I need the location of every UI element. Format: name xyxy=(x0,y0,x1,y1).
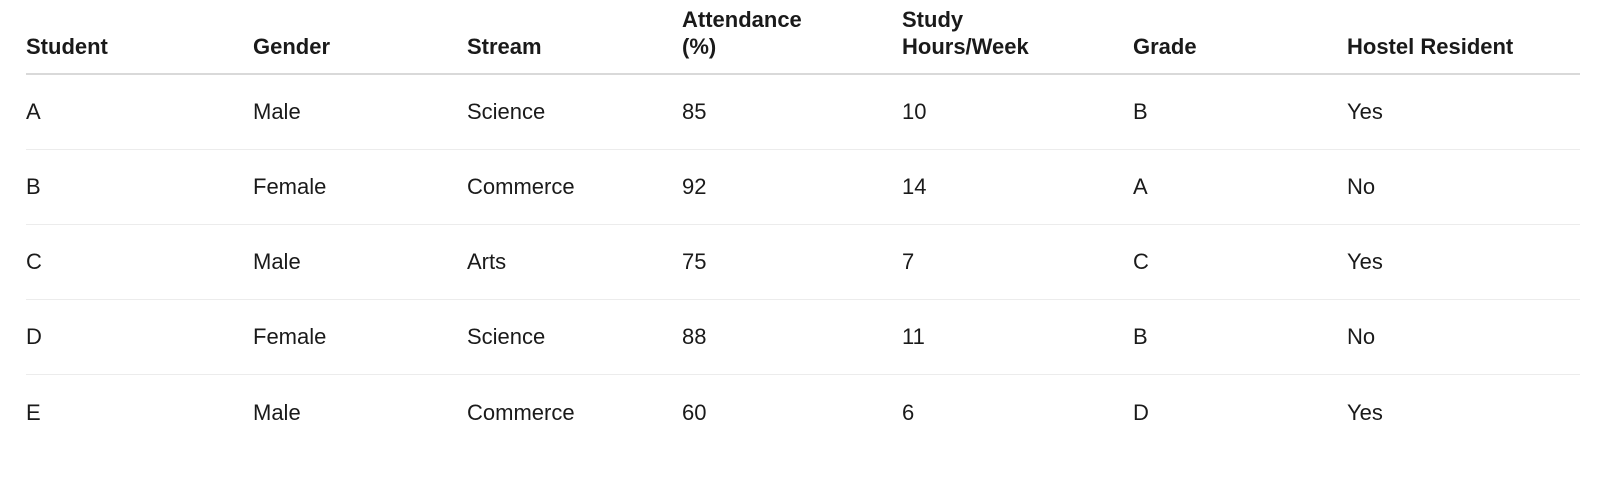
cell-stream: Science xyxy=(467,324,546,349)
cell-study-hours: 14 xyxy=(902,174,927,199)
table-row: A Male Science 85 10 B Yes xyxy=(26,75,1580,150)
cell-hostel-resident: Yes xyxy=(1347,99,1383,124)
cell-student: D xyxy=(26,324,42,349)
cell-attendance: 60 xyxy=(682,399,707,425)
header-stream: Stream xyxy=(467,34,542,59)
cell-student: B xyxy=(26,174,41,199)
cell-stream: Commerce xyxy=(467,174,575,199)
table-row: E Male Commerce 60 6 D Yes xyxy=(26,375,1580,450)
cell-gender: Female xyxy=(253,324,327,349)
table-header-row: Student Gender Stream Attendance (%) Stu… xyxy=(26,0,1580,75)
cell-grade: A xyxy=(1133,174,1148,199)
cell-study-hours: 7 xyxy=(902,249,915,274)
header-student: Student xyxy=(26,34,108,59)
table-row: B Female Commerce 92 14 A No xyxy=(26,150,1580,225)
cell-grade: B xyxy=(1133,99,1148,124)
header-gender: Gender xyxy=(253,34,331,59)
cell-attendance: 88 xyxy=(682,324,707,349)
cell-attendance: 75 xyxy=(682,249,707,274)
cell-attendance: 92 xyxy=(682,174,707,199)
header-study-hours: Study Hours/Week xyxy=(902,7,1029,59)
header-attendance: Attendance (%) xyxy=(682,7,802,59)
cell-grade: C xyxy=(1133,249,1149,274)
cell-student: E xyxy=(26,399,41,425)
cell-hostel-resident: Yes xyxy=(1347,399,1383,425)
cell-grade: B xyxy=(1133,324,1148,349)
table-row: C Male Arts 75 7 C Yes xyxy=(26,225,1580,300)
cell-gender: Female xyxy=(253,174,327,199)
cell-hostel-resident: No xyxy=(1347,324,1376,349)
cell-study-hours: 11 xyxy=(902,324,925,349)
cell-student: C xyxy=(26,249,42,274)
cell-hostel-resident: Yes xyxy=(1347,249,1383,274)
header-grade: Grade xyxy=(1133,34,1197,59)
cell-study-hours: 6 xyxy=(902,399,915,425)
cell-gender: Male xyxy=(253,249,301,274)
cell-student: A xyxy=(26,99,41,124)
cell-attendance: 85 xyxy=(682,99,707,124)
cell-stream: Commerce xyxy=(467,399,575,425)
cell-hostel-resident: No xyxy=(1347,174,1376,199)
table-row: D Female Science 88 11 B No xyxy=(26,300,1580,375)
cell-grade: D xyxy=(1133,399,1149,425)
header-hostel-resident: Hostel Resident xyxy=(1347,34,1514,59)
cell-gender: Male xyxy=(253,99,301,124)
cell-stream: Arts xyxy=(467,249,507,274)
cell-study-hours: 10 xyxy=(902,99,927,124)
student-table: Student Gender Stream Attendance (%) Stu… xyxy=(26,0,1580,450)
cell-stream: Science xyxy=(467,99,546,124)
cell-gender: Male xyxy=(253,399,301,425)
